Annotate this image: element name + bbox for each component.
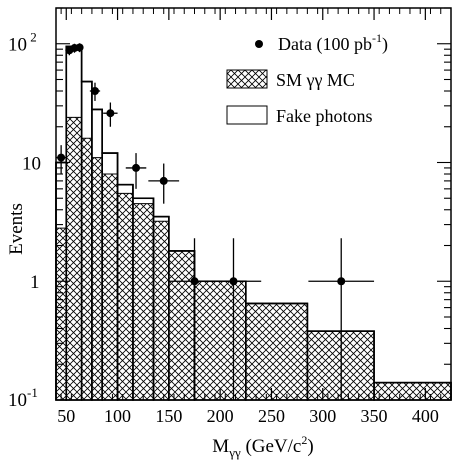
sm-mc-bar-8: [168, 250, 195, 400]
sm-mc-bar-3: [91, 157, 103, 400]
x-tick-label-5: 300: [309, 406, 336, 426]
legend-sm-label: SM γγ MC: [276, 70, 355, 90]
x-tick-label-1: 100: [104, 406, 131, 426]
sm-mc-bar-1: [66, 117, 82, 401]
y-tick-label-1: 10: [22, 153, 41, 174]
axis-tick-labels: 50 100 150 200 250 300 350 400 10 2 10 1 10-1: [8, 30, 439, 426]
sm-mc-bar-0: [56, 228, 67, 400]
sm-mc-bar-12: [374, 382, 451, 400]
sm-mc-bar-9: [194, 281, 246, 400]
y-tick-label-2: 1: [30, 272, 40, 293]
data-point-8: [190, 277, 199, 286]
data-points-layer: [56, 43, 375, 400]
x-tick-label-2: 150: [155, 406, 182, 426]
axis-ticks: [56, 7, 451, 401]
x-tick-label-3: 200: [207, 406, 234, 426]
legend: Data (100 pb-1) SM γγ MC Fake photons: [226, 31, 388, 126]
data-point-7: [159, 176, 168, 185]
x-tick-label-0: 50: [57, 406, 75, 426]
legend-data-marker: [255, 40, 263, 48]
legend-hatched-swatch: [226, 69, 268, 89]
data-point-10: [337, 277, 346, 286]
data-point-5: [106, 109, 115, 118]
y-tick-label-3: 10-1: [8, 385, 38, 411]
legend-open-swatch: [226, 105, 268, 125]
data-point-4: [90, 87, 99, 96]
legend-data-label: Data (100 pb-1): [278, 31, 388, 55]
y-tick-label-0: 10 2: [8, 30, 37, 56]
x-tick-label-4: 250: [258, 406, 285, 426]
sm-mc-bar-5: [117, 193, 133, 400]
sm-mc-bar-4: [102, 174, 118, 400]
data-point-3: [75, 43, 84, 52]
data-point-0: [57, 153, 66, 162]
x-tick-label-6: 350: [361, 406, 388, 426]
sm-mc-bar-6: [132, 203, 154, 400]
sm-mc-bar-7: [153, 221, 169, 400]
fake-photon-outline: [55, 45, 452, 400]
data-point-6: [132, 163, 141, 172]
data-point-9: [229, 277, 238, 286]
sm-mc-bar-10: [245, 303, 308, 400]
plot-frame: [55, 7, 452, 401]
sm-mc-bar-2: [81, 138, 92, 400]
histogram-layer: [55, 45, 452, 401]
legend-fake-label: Fake photons: [276, 106, 373, 126]
x-axis-label: Mγγ (GeV/c2): [212, 433, 313, 460]
x-tick-label-7: 400: [412, 406, 439, 426]
y-axis-label: Events: [6, 203, 27, 255]
